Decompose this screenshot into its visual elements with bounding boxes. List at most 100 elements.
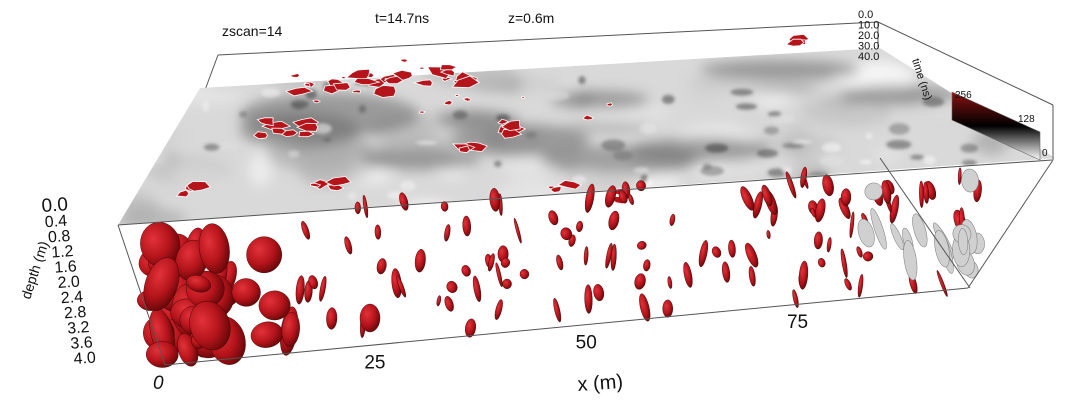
slice-speckle [399,180,416,192]
depth-tick-label: 2.4 [60,289,83,308]
isosurface-blob [857,274,864,298]
isosurface-blob [281,312,300,347]
isosurface-blob [414,249,426,273]
slice-speckle [202,100,210,113]
isosurface-blob [844,278,852,291]
depth-tick-label: 0.0 [41,194,69,217]
isosurface-blob [766,230,771,239]
slice-speckle [859,159,872,165]
isosurface-blob [440,201,449,212]
slice-speckle [705,143,729,153]
isosurface-blob [500,257,511,268]
depth-slice [118,48,1055,225]
slice-patch [261,59,333,86]
isosurface-blob [344,236,353,255]
isosurface-blob-shaded [903,240,918,281]
isosurface-blob-shaded [961,168,979,193]
slice-speckle [764,126,779,135]
isosurface-fragment [253,131,268,140]
isosurface-fragment [288,73,301,78]
isosurface-fragment [186,180,212,192]
slice-patch [992,178,1055,199]
slice-patch [130,79,211,97]
slice-speckle [633,167,650,174]
colorbar-tick-label: 256 [955,90,972,101]
slice-speckle [347,192,358,200]
isosurface-blob [396,275,406,298]
isosurface-blob [792,289,799,308]
isosurface-blob [301,220,311,240]
isosurface-blob [628,193,634,205]
slice-speckle [862,174,883,181]
slice-dark-patch [360,150,480,170]
colorbar-tick-label: 128 [1018,114,1035,125]
depth-tick-label: 3.2 [67,319,90,338]
isosurface-blob [583,246,589,266]
isosurface-blob [359,303,381,333]
isosurface-fragment [284,86,314,97]
slice-speckle [1004,78,1028,91]
x-tick-label: 50 [576,332,597,353]
isosurface-blob [957,167,962,185]
isosurface-blob [637,241,647,250]
isosurface-blob [639,293,651,322]
slice-patch [871,145,903,165]
slice-speckle [821,142,842,153]
isosurface-blob-shaded [912,213,928,248]
isosurface-fragment [341,75,347,80]
isosurface-blob [810,207,817,218]
isosurface-fragment [399,58,409,63]
isosurface-blob [822,174,834,197]
isosurface-blob [495,262,503,288]
isosurface-blob [326,307,338,330]
time-axis-ticks: 0.010.020.030.040.0 [858,9,879,63]
isosurface-blob-shaded [934,230,950,268]
slice-speckle [831,177,850,185]
isosurface-blob-shaded [958,228,969,255]
isosurface-fragment [501,119,521,132]
isosurface-fragment [175,189,190,198]
slice-speckle [452,110,468,120]
time-tick-label: 30.0 [858,41,879,53]
depth-label: z=0.6m [508,10,554,26]
isosurface-fragment [412,79,433,87]
isosurface-blob [446,280,458,293]
depth-tick-label: 1.6 [54,258,77,277]
slice-speckle [969,84,995,93]
isosurfaces-lower [137,166,985,368]
isosurface-fragment [332,82,351,91]
isosurface-blob [669,213,676,226]
isosurface-blob-shaded [870,208,887,250]
slice-dark-patch [550,91,650,109]
isosurface-fragment [295,122,319,132]
slice-speckle [902,174,918,182]
isosurface-blob [250,321,284,348]
slice-speckle [808,171,829,177]
isosurface-blob [513,217,522,244]
isosurface-blob [618,190,628,204]
slice-speckle [960,143,979,153]
isosurface-fragment [303,82,311,87]
isosurface-blob [494,299,503,320]
isosurface-blob [634,273,646,290]
isosurface-fragment [441,77,454,82]
isosurface-fragment [458,145,471,154]
slice-patch [969,79,1001,104]
depth-tick-label: 2.0 [57,273,80,292]
isosurface-blob [838,197,851,219]
isosurface-blob [662,299,673,318]
slice-speckle [640,173,648,183]
isosurface-blob-shaded [857,218,875,248]
isosurface-blob [362,194,369,219]
slice-speckle [730,88,754,96]
slice-patch [984,191,1027,207]
isosurface-fragment [309,182,322,188]
isosurface-fragment [271,127,287,135]
slice-speckle [735,103,758,110]
isosurface-blob [502,278,512,290]
isosurface-blob [643,259,651,272]
slice-dark-patch [240,112,360,148]
isosurface-blob [748,266,756,287]
isosurface-blob [374,224,382,240]
isosurface-fragment [550,185,562,193]
